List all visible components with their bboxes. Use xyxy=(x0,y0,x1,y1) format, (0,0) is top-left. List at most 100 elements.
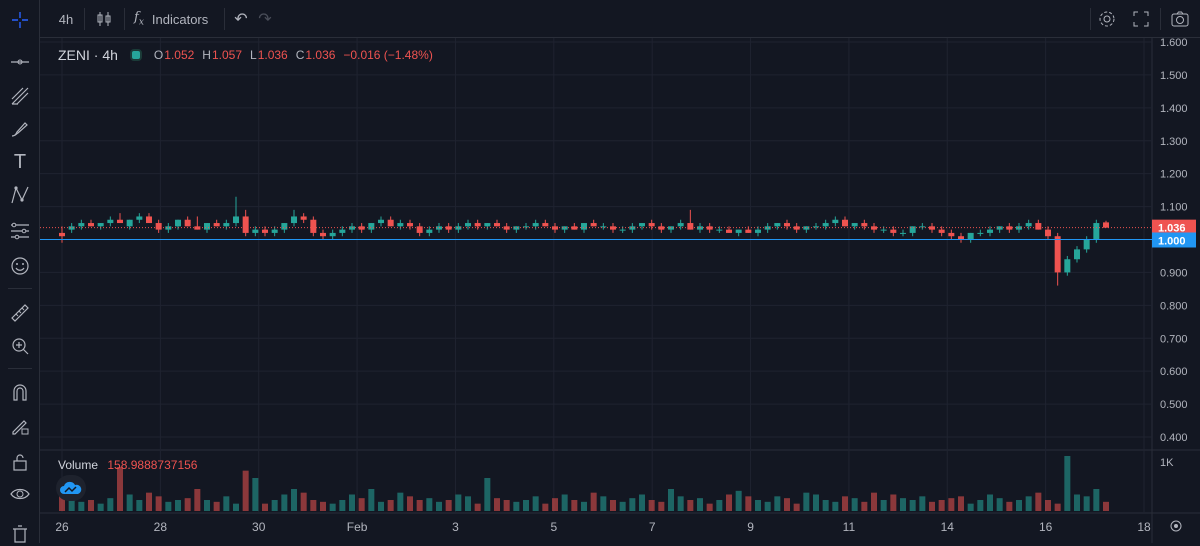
pattern-icon[interactable] xyxy=(6,182,34,208)
time-tick-label: 30 xyxy=(252,520,266,534)
candle-body xyxy=(977,232,984,234)
crosshair-icon[interactable] xyxy=(6,7,34,33)
candle-body xyxy=(987,229,993,233)
candle-body xyxy=(339,229,346,233)
camera-icon[interactable] xyxy=(1164,0,1196,38)
candles-style-icon[interactable] xyxy=(90,0,118,38)
candle-body xyxy=(774,223,781,227)
candle-body xyxy=(494,223,500,227)
volume-bar xyxy=(233,503,239,511)
price-tick-label: 1.200 xyxy=(1160,169,1188,181)
price-tick-label: 0.900 xyxy=(1160,267,1188,279)
candle-body xyxy=(155,223,162,230)
eye-icon[interactable] xyxy=(6,481,34,507)
candle-body xyxy=(97,223,104,227)
time-tick-label: 28 xyxy=(154,520,168,534)
unlock-icon[interactable] xyxy=(6,449,34,475)
emoji-icon[interactable] xyxy=(6,253,34,279)
candle-body xyxy=(281,223,288,230)
volume-bar xyxy=(358,498,365,511)
volume-bar xyxy=(78,501,85,511)
magnet-icon[interactable] xyxy=(6,379,34,405)
trend-line-icon[interactable] xyxy=(6,49,34,75)
zoom-icon[interactable] xyxy=(6,333,34,359)
undo-icon[interactable]: ↶ xyxy=(234,11,248,28)
volume-bar xyxy=(1064,456,1071,511)
volume-label: Volume xyxy=(58,458,99,472)
volume-bar xyxy=(300,492,307,511)
forecast-icon[interactable] xyxy=(6,218,34,244)
candle-body xyxy=(784,223,790,227)
volume-bar xyxy=(716,500,723,511)
candle-body xyxy=(1074,249,1080,260)
volume-bar xyxy=(445,500,452,511)
brush-icon[interactable] xyxy=(6,116,34,142)
candle-body xyxy=(68,226,75,230)
candle-body xyxy=(648,223,655,227)
candle-body xyxy=(1054,236,1061,273)
volume-bar xyxy=(117,467,123,511)
volume-bar xyxy=(1093,489,1100,511)
volume-bar xyxy=(1006,501,1013,511)
indicators-button[interactable]: fx Indicators xyxy=(134,0,218,38)
fullscreen-icon[interactable] xyxy=(1126,0,1156,38)
symbol-name[interactable]: ZENI · 4h xyxy=(58,47,118,63)
candle-body xyxy=(175,219,181,227)
volume-bar xyxy=(397,492,404,511)
volume-bar xyxy=(407,496,413,511)
candle-body xyxy=(455,226,462,230)
volume-bar xyxy=(871,492,877,511)
settings-gear-icon[interactable] xyxy=(1092,0,1122,38)
axis-settings-icon-center xyxy=(1174,524,1178,528)
volume-bar xyxy=(619,501,626,511)
lock-drawing-icon[interactable] xyxy=(6,413,34,439)
candle-body xyxy=(368,223,375,230)
volume-bar xyxy=(948,498,955,511)
candle-body xyxy=(117,219,123,224)
time-tick-label: 16 xyxy=(1039,520,1053,534)
candle-body xyxy=(262,229,268,233)
volume-bar xyxy=(223,496,230,511)
volume-bar xyxy=(900,498,906,511)
candle-body xyxy=(851,223,858,227)
close-label: C xyxy=(295,48,305,62)
volume-bar xyxy=(774,496,781,511)
volume-bar xyxy=(1016,500,1022,511)
volume-bar xyxy=(697,498,703,511)
volume-bar xyxy=(59,496,65,511)
volume-bar xyxy=(958,496,964,511)
time-tick-label: 9 xyxy=(747,520,754,534)
interval-button[interactable]: 4h xyxy=(58,11,74,27)
candle-body xyxy=(503,226,510,230)
candle-body xyxy=(996,226,1003,230)
axis-settings-icon[interactable] xyxy=(1170,520,1182,532)
candle-body xyxy=(1083,239,1090,250)
pitchfork-icon[interactable] xyxy=(6,83,34,109)
volume-bar xyxy=(310,500,317,511)
volume-bar xyxy=(1045,500,1051,511)
text-icon[interactable]: T xyxy=(13,150,27,173)
volume-bar xyxy=(387,500,394,511)
price-tick-label: 0.800 xyxy=(1160,300,1188,312)
candle-body xyxy=(1103,222,1109,228)
change-value: −0.016 (−1.48%) xyxy=(343,48,433,62)
time-tick-label: Feb xyxy=(347,520,368,534)
candle-body xyxy=(890,229,897,233)
volume-bar xyxy=(484,478,491,511)
trash-icon[interactable] xyxy=(6,520,34,546)
volume-bar xyxy=(880,500,887,511)
price-tick-label: 0.500 xyxy=(1160,399,1188,411)
volume-bar xyxy=(610,500,616,511)
ruler-icon[interactable] xyxy=(6,300,34,326)
volume-bar xyxy=(262,503,268,511)
volume-bar xyxy=(136,500,143,511)
candle-body xyxy=(909,226,916,233)
volume-bar xyxy=(1035,492,1042,511)
volume-bar xyxy=(784,498,790,511)
volume-bar xyxy=(465,496,471,511)
volume-bar xyxy=(1083,496,1090,511)
candle-body xyxy=(194,226,201,230)
volume-bar xyxy=(552,498,558,511)
redo-icon[interactable]: ↷ xyxy=(258,11,272,28)
